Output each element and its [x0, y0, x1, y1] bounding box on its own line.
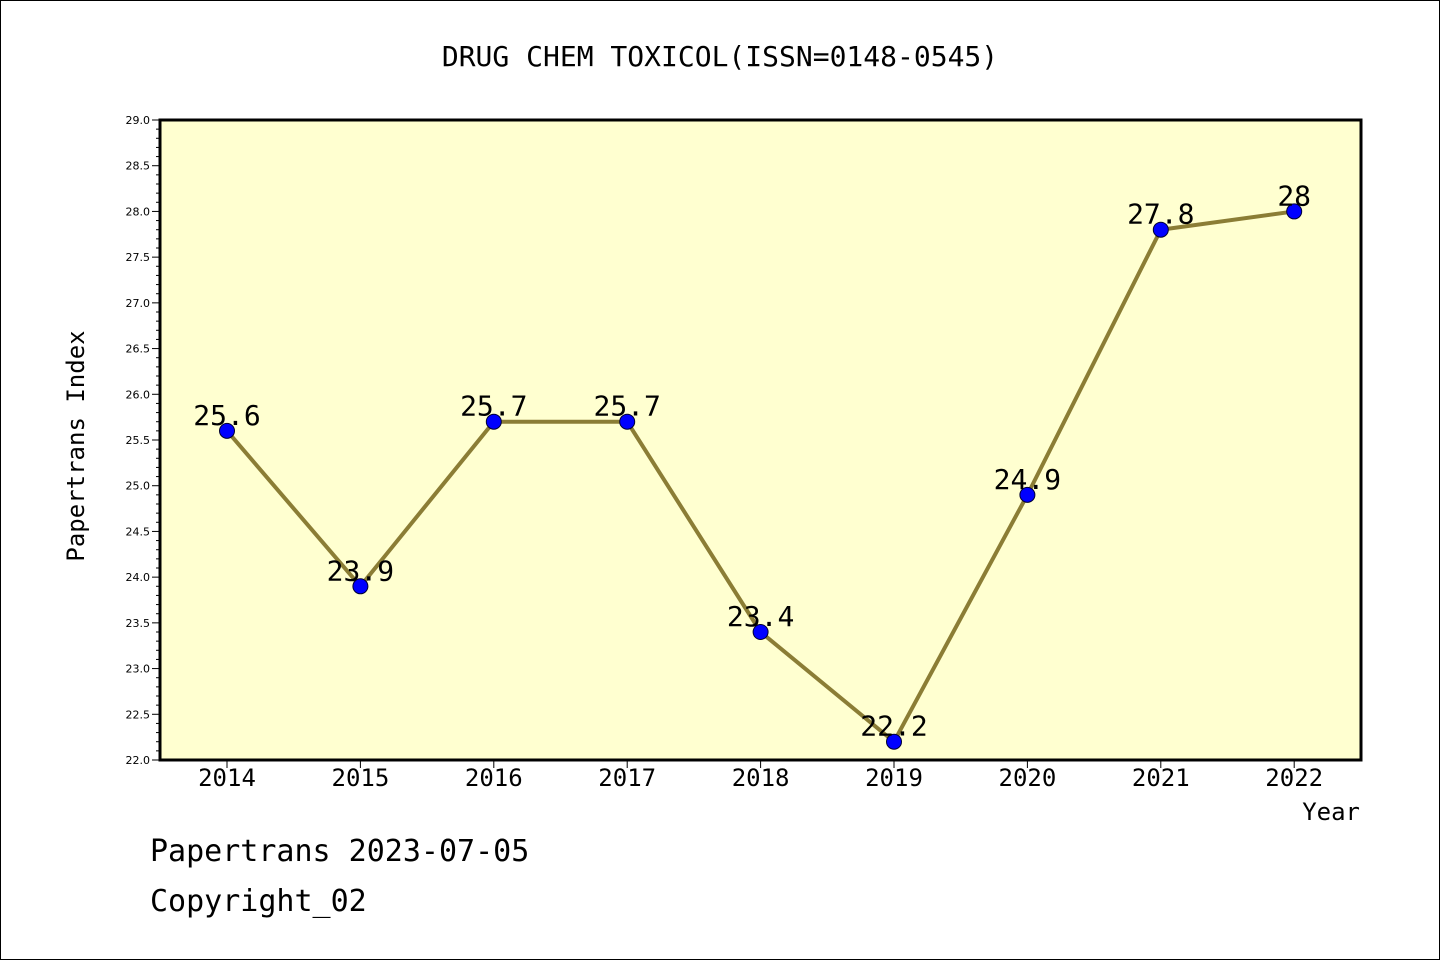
y-tick-label: 28.0 [126, 205, 151, 218]
y-axis-label: Papertrans Index [62, 330, 90, 561]
data-point [1286, 203, 1303, 220]
y-tick-label: 28.5 [126, 160, 151, 173]
footer-date: Papertrans 2023-07-05 [150, 834, 530, 869]
y-tick-label: 24.5 [126, 525, 151, 538]
data-point [1152, 221, 1169, 238]
y-tick-label: 22.0 [126, 754, 151, 767]
data-point [619, 413, 636, 430]
data-point [886, 733, 902, 750]
x-tick-label: 2014 [198, 764, 256, 792]
chart-title: DRUG CHEM TOXICOL(ISSN=0148-0545) [442, 40, 998, 73]
x-axis: 2014 2015 2016 2017 2018 2019 2020 2021 2022 [198, 760, 1323, 792]
data-label: 22.2 [860, 710, 927, 743]
data-point [485, 413, 502, 430]
data-label: 23.4 [727, 600, 794, 633]
y-tick-label: 27.5 [126, 251, 151, 264]
y-tick-label: 25.0 [126, 480, 151, 493]
x-tick-label: 2021 [1132, 764, 1190, 792]
data-point [219, 422, 235, 439]
x-axis-label: Year [1302, 798, 1360, 826]
x-tick-label: 2022 [1265, 764, 1323, 792]
y-tick-label: 23.0 [126, 663, 151, 676]
data-label: 27.8 [1127, 198, 1194, 231]
x-tick-label: 2016 [465, 764, 523, 792]
data-label: 23.9 [327, 554, 394, 587]
y-tick-label: 23.5 [126, 617, 151, 630]
y-tick-label: 25.5 [126, 434, 151, 447]
data-label: 28 [1277, 179, 1311, 212]
x-tick-label: 2019 [865, 764, 923, 792]
y-tick-label: 24.0 [126, 571, 151, 584]
y-tick-label: 29.0 [126, 114, 151, 127]
data-label: 25.7 [460, 390, 527, 423]
footer-copyright: Copyright_02 [150, 884, 367, 919]
data-label: 25.7 [593, 390, 660, 423]
x-tick-label: 2017 [598, 764, 656, 792]
data-point [352, 578, 369, 595]
y-tick-label: 26.5 [126, 343, 151, 356]
x-tick-label: 2020 [999, 764, 1057, 792]
series [219, 203, 1303, 750]
data-label: 24.9 [994, 463, 1061, 496]
data-point [1019, 486, 1036, 503]
data-label: 25.6 [193, 399, 260, 432]
y-tick-label: 27.0 [126, 297, 151, 310]
y-tick-label: 22.5 [126, 708, 151, 721]
data-labels: 25.6 23.9 25.7 25.7 23.4 22.2 24.9 27.8 28 [193, 179, 1311, 742]
y-tick-label: 26.0 [126, 388, 151, 401]
x-tick-label: 2015 [332, 764, 390, 792]
y-axis: 22.0 22.5 23.0 23.5 24.0 24.5 25.0 25.5 26.0 26.5… [126, 114, 160, 767]
data-point [752, 624, 769, 640]
x-tick-label: 2018 [732, 764, 790, 792]
